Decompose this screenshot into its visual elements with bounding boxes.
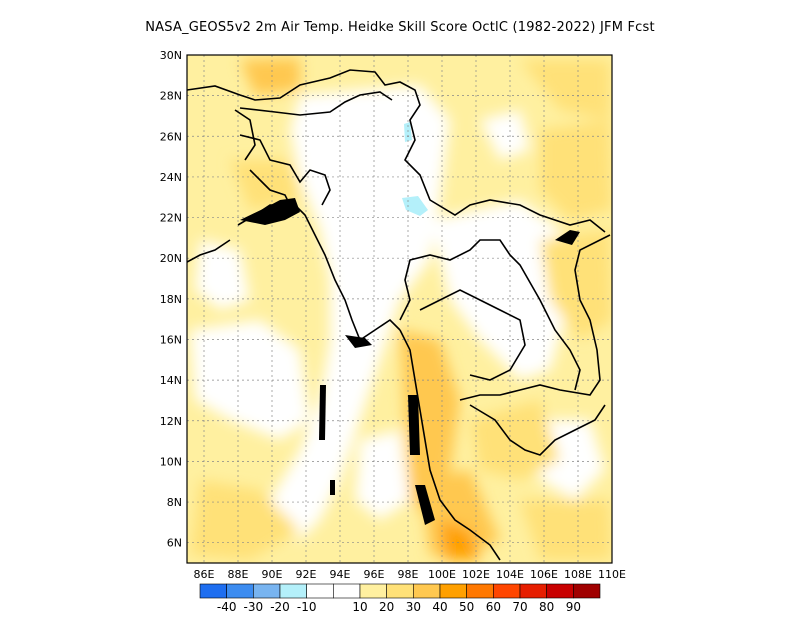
colorbar-swatch	[413, 583, 441, 599]
y-axis-ticks: 6N 8N 10N 12N 14N 16N 18N 20N 22N 24N 26N 28N 30N	[160, 49, 182, 550]
colorbar-swatch	[333, 583, 361, 599]
y-tick-label: 16N	[160, 333, 182, 346]
colorbar-label: 70	[512, 600, 527, 614]
x-tick-label: 102E	[462, 568, 490, 581]
colorbar-label: 80	[539, 600, 554, 614]
colorbar-swatch	[386, 583, 414, 599]
x-tick-label: 100E	[428, 568, 456, 581]
colorbar-label: -10	[297, 600, 317, 614]
x-tick-label: 92E	[296, 568, 317, 581]
skill-shading	[187, 55, 612, 563]
x-tick-label: 104E	[496, 568, 524, 581]
x-tick-label: 108E	[564, 568, 592, 581]
y-tick-label: 12N	[160, 415, 182, 428]
colorbar-swatch	[253, 583, 281, 599]
y-tick-label: 26N	[160, 130, 182, 143]
colorbar-label: 10	[352, 600, 367, 614]
colorbar-label: 90	[566, 600, 581, 614]
colorbar-swatch	[199, 583, 227, 599]
y-tick-label: 18N	[160, 293, 182, 306]
colorbar-swatch	[359, 583, 387, 599]
colorbar-swatch	[546, 583, 574, 599]
map-frame	[186, 54, 613, 564]
map-title: NASA_GEOS5v2 2m Air Temp. Heidke Skill S…	[145, 20, 655, 35]
y-tick-label: 28N	[160, 90, 182, 103]
y-tick-label: 6N	[167, 537, 182, 550]
colorbar-swatch	[519, 583, 547, 599]
y-tick-label: 20N	[160, 252, 182, 265]
y-tick-label: 10N	[160, 455, 182, 468]
x-tick-label: 86E	[194, 568, 215, 581]
y-tick-label: 22N	[160, 212, 182, 225]
colorbar-label: 30	[406, 600, 421, 614]
y-tick-label: 8N	[167, 496, 182, 509]
colorbar-label: -40	[217, 600, 237, 614]
y-tick-label: 30N	[160, 49, 182, 62]
x-tick-label: 110E	[598, 568, 626, 581]
colorbar: -40 -30 -20 -10 10 20 30 40 50 60 70 80 90	[199, 583, 601, 614]
x-tick-label: 96E	[364, 568, 385, 581]
colorbar-swatch	[466, 583, 494, 599]
x-tick-label: 90E	[262, 568, 283, 581]
colorbar-swatch	[226, 583, 254, 599]
colorbar-swatch	[279, 583, 307, 599]
coastal-islands	[240, 198, 580, 525]
colorbar-label: 40	[432, 600, 447, 614]
x-tick-label: 94E	[330, 568, 351, 581]
colorbar-swatch	[439, 583, 467, 599]
colorbar-swatch	[573, 583, 601, 599]
colorbar-label: -20	[270, 600, 290, 614]
x-tick-label: 98E	[398, 568, 419, 581]
colorbar-swatch	[493, 583, 521, 599]
x-tick-label: 88E	[228, 568, 249, 581]
x-axis-ticks: 86E 88E 90E 92E 94E 96E 98E 100E 102E 104E 106E 108…	[194, 568, 626, 581]
x-tick-label: 106E	[530, 568, 558, 581]
colorbar-label: 60	[486, 600, 501, 614]
y-tick-label: 24N	[160, 171, 182, 184]
colorbar-swatch	[306, 583, 334, 599]
colorbar-label: 20	[379, 600, 394, 614]
colorbar-label: -30	[244, 600, 264, 614]
y-tick-label: 14N	[160, 374, 182, 387]
colorbar-label: 50	[459, 600, 474, 614]
